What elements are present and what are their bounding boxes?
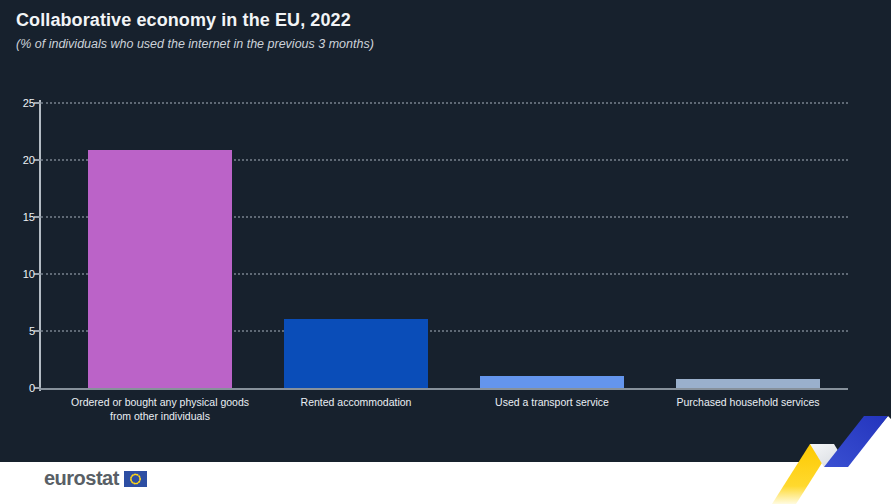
bar-4 [676,379,820,388]
y-tick-mark [34,330,41,332]
gridline-25 [41,102,848,104]
y-tick-label-0: 0 [0,381,35,395]
x-axis-line [39,388,848,390]
eurostat-logo-text: eurostat [44,467,119,490]
bar-1 [88,150,232,388]
y-tick-label-10: 10 [0,267,35,281]
x-category-label-2: Rented accommodation [258,396,454,410]
y-axis-line [39,100,41,391]
y-tick-mark [34,159,41,161]
chart-subtitle: (% of individuals who used the internet … [16,37,374,51]
bar-2 [284,319,428,389]
chart-panel: Collaborative economy in the EU, 2022 (%… [0,0,891,462]
y-tick-label-15: 15 [0,210,35,224]
zigzag-decoration [745,415,891,504]
y-tick-label-20: 20 [0,153,35,167]
x-category-label-3: Used a transport service [454,396,650,410]
plot-area: 0510152025Ordered or bought any physical… [41,103,848,388]
y-tick-label-5: 5 [0,324,35,338]
y-tick-mark [34,273,41,275]
eurostat-logo: eurostat [44,467,147,490]
chart-title: Collaborative economy in the EU, 2022 [16,10,351,31]
y-tick-mark [34,387,41,389]
y-tick-mark [34,102,41,104]
x-category-label-4: Purchased household services [650,396,846,410]
bar-3 [480,376,624,389]
y-tick-label-25: 25 [0,96,35,110]
y-tick-mark [34,216,41,218]
infographic: { "chart_data": { "type": "bar", "title"… [0,0,891,504]
eu-flag-icon [124,471,147,487]
x-category-label-1: Ordered or bought any physical goods fro… [62,396,258,423]
